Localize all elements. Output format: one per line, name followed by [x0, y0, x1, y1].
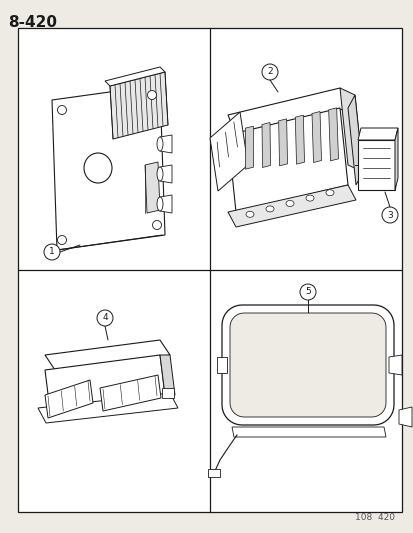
Polygon shape — [216, 357, 226, 373]
Circle shape — [57, 236, 66, 245]
Bar — [207, 469, 219, 477]
Polygon shape — [209, 112, 247, 191]
Ellipse shape — [157, 137, 163, 151]
Polygon shape — [159, 135, 171, 153]
Text: 1: 1 — [49, 247, 55, 256]
Ellipse shape — [245, 211, 254, 217]
Polygon shape — [228, 88, 347, 135]
Circle shape — [299, 284, 315, 300]
Polygon shape — [100, 375, 161, 411]
Polygon shape — [230, 313, 385, 417]
Ellipse shape — [325, 190, 333, 196]
Ellipse shape — [157, 167, 163, 181]
Polygon shape — [145, 162, 159, 213]
Circle shape — [57, 106, 66, 115]
Polygon shape — [159, 355, 175, 395]
Polygon shape — [398, 407, 411, 427]
Polygon shape — [388, 355, 401, 375]
Ellipse shape — [157, 197, 163, 211]
Text: 8-420: 8-420 — [8, 15, 57, 30]
Polygon shape — [221, 305, 393, 425]
Polygon shape — [357, 128, 397, 140]
Circle shape — [147, 91, 156, 100]
Text: 4: 4 — [102, 313, 107, 322]
Polygon shape — [231, 427, 385, 437]
Text: 5: 5 — [304, 287, 310, 296]
Polygon shape — [357, 140, 394, 190]
Circle shape — [261, 64, 277, 80]
Bar — [161, 388, 173, 398]
Circle shape — [97, 310, 113, 326]
Polygon shape — [394, 128, 397, 190]
Polygon shape — [294, 115, 304, 164]
Polygon shape — [45, 340, 170, 370]
Polygon shape — [159, 165, 171, 183]
Circle shape — [44, 244, 60, 260]
Polygon shape — [339, 88, 362, 172]
Ellipse shape — [285, 200, 293, 206]
Polygon shape — [228, 108, 347, 212]
Polygon shape — [278, 119, 287, 166]
Polygon shape — [159, 195, 171, 213]
Polygon shape — [105, 67, 165, 86]
Circle shape — [152, 221, 161, 230]
Polygon shape — [311, 111, 321, 163]
Ellipse shape — [305, 195, 313, 201]
Polygon shape — [52, 85, 165, 250]
Text: 2: 2 — [266, 68, 272, 77]
Polygon shape — [261, 123, 270, 167]
Polygon shape — [228, 185, 355, 227]
Text: 3: 3 — [386, 211, 392, 220]
Circle shape — [381, 207, 397, 223]
Polygon shape — [38, 393, 178, 423]
Polygon shape — [347, 95, 362, 185]
Polygon shape — [245, 126, 253, 169]
Polygon shape — [45, 355, 165, 410]
Text: 108  420: 108 420 — [354, 513, 394, 522]
Polygon shape — [110, 72, 168, 139]
Ellipse shape — [266, 206, 273, 212]
Ellipse shape — [84, 153, 112, 183]
Polygon shape — [328, 108, 338, 161]
Polygon shape — [45, 380, 93, 418]
